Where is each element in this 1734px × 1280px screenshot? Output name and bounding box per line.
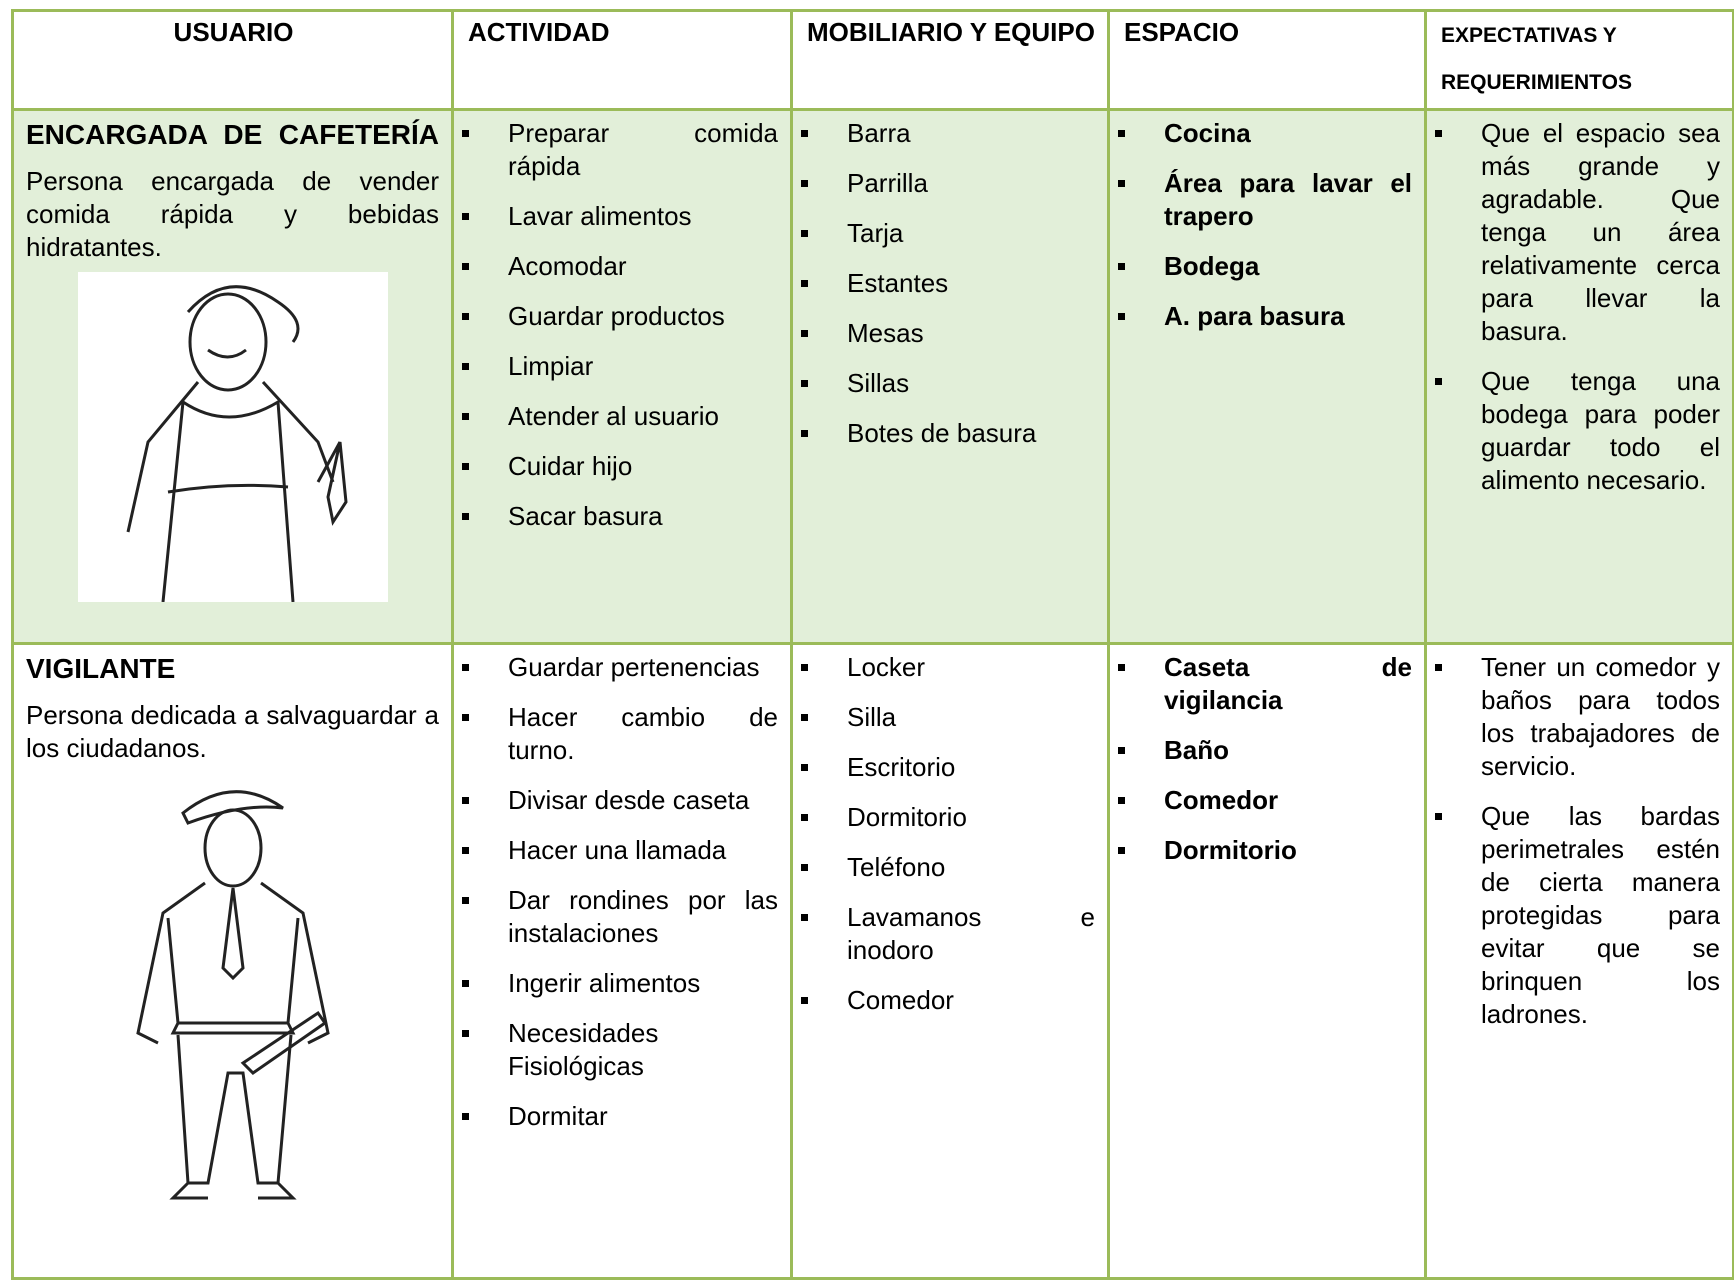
activitie-item: Hacer una llamada	[462, 834, 778, 867]
column-header: ESPACIO	[1107, 9, 1427, 111]
furniture-item: Estantes	[801, 267, 1095, 300]
expectations-cell: Tener un comedor y baños para todos los …	[1424, 642, 1734, 1280]
furniture-item: Comedor	[801, 984, 1095, 1017]
activitie-item: Preparar comida rápida	[462, 117, 778, 183]
space-item: Cocina	[1118, 117, 1412, 150]
activitie-item: Sacar basura	[462, 500, 778, 533]
illustration	[92, 773, 373, 1213]
furniture-item: Silla	[801, 701, 1095, 734]
activitie-item: Atender al usuario	[462, 400, 778, 433]
column-header: EXPECTATIVAS Y REQUERIMIENTOS	[1424, 9, 1734, 111]
furniture-list: Barra Parrilla Tarja Estantes Mesas Sillas Bot…	[801, 117, 1095, 450]
expectations-cell: Que el espacio sea más grande y agradabl…	[1424, 108, 1734, 645]
expectation-item: Que tenga una bodega para poder guardar …	[1435, 365, 1720, 497]
expectation-item: Que el espacio sea más grande y agradabl…	[1435, 117, 1720, 348]
column-header: MOBILIARIO Y EQUIPO	[790, 9, 1110, 111]
table-row: VIGILANTE Persona dedicada a salvaguardar…	[11, 642, 1734, 1280]
user-title: ENCARGADA DE CAFETERÍA	[26, 119, 439, 150]
activitie-item: Necesidades Fisiológicas	[462, 1017, 778, 1083]
activities-cell: Guardar pertenencias Hacer cambio de turn…	[451, 642, 793, 1280]
furniture-item: Escritorio	[801, 751, 1095, 784]
furniture-list: Locker Silla Escritorio Dormitorio Teléfono L…	[801, 651, 1095, 1017]
activitie-item: Acomodar	[462, 250, 778, 283]
requirements-table: USUARIO ACTIVIDAD MOBILIARIO Y EQUIPO ESPAC…	[11, 9, 1734, 1280]
activitie-item: Hacer cambio de turno.	[462, 701, 778, 767]
column-header: USUARIO	[11, 9, 454, 111]
furniture-item: Parrilla	[801, 167, 1095, 200]
activitie-item: Cuidar hijo	[462, 450, 778, 483]
furniture-item: Mesas	[801, 317, 1095, 350]
furniture-item: Lavamanos e inodoro	[801, 901, 1095, 967]
furniture-cell: Locker Silla Escritorio Dormitorio Teléfono L…	[790, 642, 1110, 1280]
furniture-item: Locker	[801, 651, 1095, 684]
furniture-item: Tarja	[801, 217, 1095, 250]
activitie-item: Divisar desde caseta	[462, 784, 778, 817]
activities-list: Guardar pertenencias Hacer cambio de turn…	[462, 651, 778, 1133]
expectations-list: Tener un comedor y baños para todos los …	[1435, 651, 1720, 1031]
user-cell: ENCARGADA DE CAFETERÍA Persona encargada …	[11, 108, 454, 645]
furniture-cell: Barra Parrilla Tarja Estantes Mesas Sillas Bot…	[790, 108, 1110, 645]
furniture-item: Teléfono	[801, 851, 1095, 884]
space-item: Dormitorio	[1118, 834, 1412, 867]
activities-cell: Preparar comida rápida Lavar alimentos Aco…	[451, 108, 793, 645]
expectation-item: Que las bardas perimetrales estén de cie…	[1435, 800, 1720, 1031]
activitie-item: Guardar productos	[462, 300, 778, 333]
user-description: Persona encargada de vender comida rápid…	[26, 166, 439, 262]
table-row: ENCARGADA DE CAFETERÍA Persona encargada …	[11, 108, 1734, 645]
table-body: ENCARGADA DE CAFETERÍA Persona encargada …	[11, 108, 1734, 1280]
space-item: Bodega	[1118, 250, 1412, 283]
activitie-item: Guardar pertenencias	[462, 651, 778, 684]
spaces-list: Caseta de vigilancia Baño Comedor Dormitori…	[1118, 651, 1412, 867]
furniture-item: Barra	[801, 117, 1095, 150]
activitie-item: Lavar alimentos	[462, 200, 778, 233]
space-item: Baño	[1118, 734, 1412, 767]
activities-list: Preparar comida rápida Lavar alimentos Aco…	[462, 117, 778, 533]
space-item: A. para basura	[1118, 300, 1412, 333]
activitie-item: Limpiar	[462, 350, 778, 383]
header-row: USUARIO ACTIVIDAD MOBILIARIO Y EQUIPO ESPAC…	[11, 9, 1734, 111]
spaces-cell: Caseta de vigilancia Baño Comedor Dormitori…	[1107, 642, 1427, 1280]
furniture-item: Dormitorio	[801, 801, 1095, 834]
activitie-item: Dormitar	[462, 1100, 778, 1133]
space-item: Área para lavar el trapero	[1118, 167, 1412, 233]
spaces-list: Cocina Área para lavar el trapero Bodega A.…	[1118, 117, 1412, 333]
spaces-cell: Cocina Área para lavar el trapero Bodega A.…	[1107, 108, 1427, 645]
user-cell: VIGILANTE Persona dedicada a salvaguardar…	[11, 642, 454, 1280]
expectation-item: Tener un comedor y baños para todos los …	[1435, 651, 1720, 783]
furniture-item: Botes de basura	[801, 417, 1095, 450]
space-item: Comedor	[1118, 784, 1412, 817]
furniture-item: Sillas	[801, 367, 1095, 400]
user-title: VIGILANTE	[26, 653, 176, 684]
user-description: Persona dedicada a salvaguardar a los ci…	[26, 700, 439, 763]
illustration	[77, 272, 388, 602]
activitie-item: Ingerir alimentos	[462, 967, 778, 1000]
expectations-list: Que el espacio sea más grande y agradabl…	[1435, 117, 1720, 497]
space-item: Caseta de vigilancia	[1118, 651, 1412, 717]
activitie-item: Dar rondines por las instalaciones	[462, 884, 778, 950]
column-header: ACTIVIDAD	[451, 9, 793, 111]
